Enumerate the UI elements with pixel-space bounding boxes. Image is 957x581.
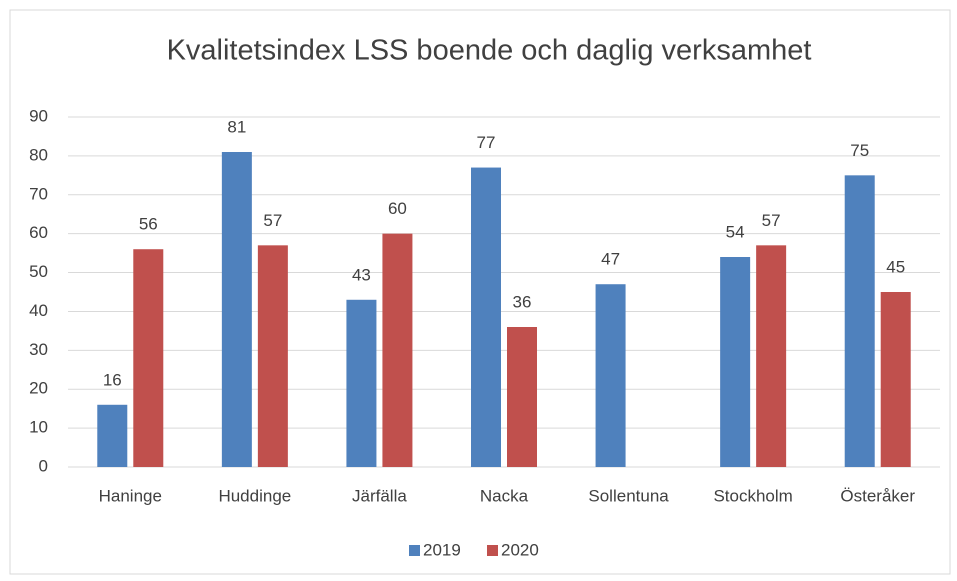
y-tick-label: 20 bbox=[29, 379, 48, 398]
legend-label: 2019 bbox=[423, 540, 461, 559]
y-tick-label: 70 bbox=[29, 184, 48, 203]
y-tick-label: 90 bbox=[29, 106, 48, 125]
bar bbox=[880, 292, 911, 467]
legend-swatch bbox=[409, 545, 420, 556]
data-label: 57 bbox=[762, 211, 781, 230]
data-label: 45 bbox=[886, 257, 905, 276]
y-tick-label: 40 bbox=[29, 301, 48, 320]
bar bbox=[595, 284, 626, 467]
x-tick-label: Haninge bbox=[99, 486, 162, 505]
data-label: 16 bbox=[103, 370, 122, 389]
data-label: 60 bbox=[388, 199, 407, 218]
x-tick-label: Järfälla bbox=[352, 486, 407, 505]
legend-swatch bbox=[487, 545, 498, 556]
y-tick-label: 80 bbox=[29, 145, 48, 164]
bar bbox=[346, 299, 377, 467]
bar bbox=[382, 233, 413, 467]
data-label: 81 bbox=[227, 117, 246, 136]
y-tick-label: 30 bbox=[29, 340, 48, 359]
y-tick-label: 10 bbox=[29, 418, 48, 437]
bar bbox=[756, 245, 787, 467]
bar bbox=[471, 167, 501, 468]
data-label: 75 bbox=[850, 141, 869, 160]
legend-label: 2020 bbox=[501, 540, 539, 559]
bar bbox=[507, 327, 537, 467]
data-label: 56 bbox=[139, 215, 158, 234]
bar bbox=[97, 404, 128, 467]
chart-title: Kvalitetsindex LSS boende och daglig ver… bbox=[167, 35, 812, 67]
x-tick-label: Nacka bbox=[480, 486, 529, 505]
bar bbox=[257, 245, 288, 467]
bar bbox=[133, 249, 164, 467]
x-tick-label: Österåker bbox=[840, 486, 915, 505]
y-tick-label: 0 bbox=[39, 456, 48, 475]
y-tick-label: 60 bbox=[29, 223, 48, 242]
data-label: 36 bbox=[513, 292, 532, 311]
x-tick-label: Huddinge bbox=[218, 486, 291, 505]
data-label: 43 bbox=[352, 265, 371, 284]
bar bbox=[720, 257, 751, 467]
data-label: 54 bbox=[726, 222, 745, 241]
x-tick-label: Stockholm bbox=[713, 486, 792, 505]
data-label: 77 bbox=[477, 133, 496, 152]
data-label: 57 bbox=[263, 211, 282, 230]
bar bbox=[844, 175, 875, 468]
bar bbox=[221, 152, 252, 467]
x-tick-label: Sollentuna bbox=[588, 486, 669, 505]
data-label: 47 bbox=[601, 250, 620, 269]
y-tick-label: 50 bbox=[29, 262, 48, 281]
